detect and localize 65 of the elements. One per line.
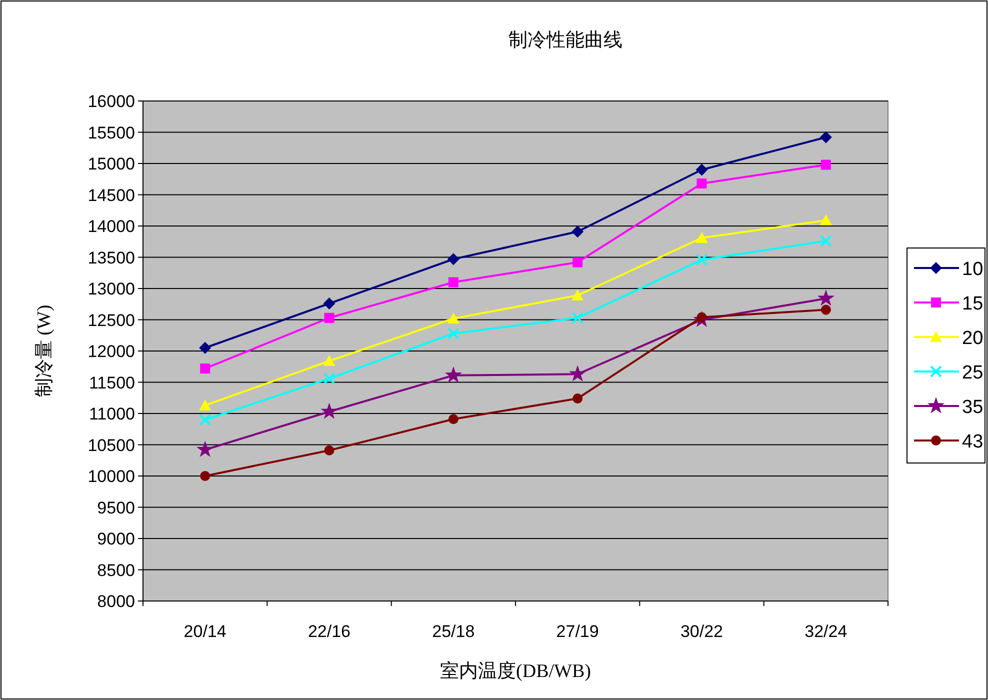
point xyxy=(572,394,583,404)
point xyxy=(572,226,584,238)
x-tick-label: 30/22 xyxy=(680,622,724,641)
y-tick-label: 11000 xyxy=(88,404,135,424)
legend-label: 35 xyxy=(962,397,984,418)
x-tick-label: 20/14 xyxy=(184,622,226,641)
point xyxy=(447,328,460,340)
point xyxy=(572,289,584,300)
point xyxy=(569,365,586,382)
chart-title: 制冷性能曲线 xyxy=(508,30,622,51)
point xyxy=(820,131,832,144)
x-tick-label: 25/18 xyxy=(432,622,475,641)
point xyxy=(323,355,336,366)
point xyxy=(323,372,336,384)
y-tick-label: 14500 xyxy=(88,186,135,205)
point xyxy=(696,178,707,188)
y-tick-label: 15000 xyxy=(88,154,135,174)
y-tick-label: 10000 xyxy=(88,467,135,486)
point xyxy=(320,402,338,419)
x-tick-label: 22/16 xyxy=(308,622,351,641)
point xyxy=(444,366,462,383)
point xyxy=(696,254,708,266)
point xyxy=(324,445,334,456)
y-tick-label: 15500 xyxy=(88,123,135,142)
point xyxy=(200,471,210,481)
y-tick-label: 13500 xyxy=(88,248,135,268)
point xyxy=(572,257,583,268)
y-tick-label: 12000 xyxy=(88,342,135,361)
y-tick-label: 11500 xyxy=(88,373,135,392)
legend-label: 10 xyxy=(962,259,984,280)
x-axis-title: 室内温度(DB/WB) xyxy=(440,660,591,682)
legend-label: 43 xyxy=(962,432,984,452)
point xyxy=(820,160,831,170)
legend-label: 15 xyxy=(962,294,984,314)
y-tick-label: 10500 xyxy=(88,436,135,455)
point xyxy=(820,304,831,315)
point xyxy=(199,342,212,354)
point xyxy=(820,214,832,226)
point xyxy=(199,414,212,426)
point xyxy=(324,312,334,323)
y-tick-label: 16000 xyxy=(88,92,135,111)
y-tick-label: 8500 xyxy=(97,560,135,580)
point xyxy=(696,164,708,176)
point xyxy=(447,253,460,266)
y-tick-label: 9000 xyxy=(97,530,135,548)
point xyxy=(820,235,832,247)
legend-label: 25 xyxy=(962,362,984,384)
y-tick-label: 12500 xyxy=(88,310,135,330)
point xyxy=(572,312,584,324)
legend-label: 20 xyxy=(962,328,984,349)
point xyxy=(323,298,336,310)
y-tick-label: 9500 xyxy=(97,498,135,518)
point xyxy=(696,232,708,243)
point xyxy=(200,364,210,374)
point xyxy=(199,399,212,410)
x-tick-label: 32/24 xyxy=(804,622,848,641)
point xyxy=(447,312,460,324)
point xyxy=(448,414,458,424)
y-axis-title: 制冷量 (W) xyxy=(34,304,55,398)
y-tick-label: 8000 xyxy=(97,592,135,611)
point xyxy=(448,277,458,288)
x-tick-label: 27/19 xyxy=(556,622,599,641)
y-tick-label: 13000 xyxy=(88,280,135,298)
point xyxy=(817,290,834,306)
y-tick-label: 14000 xyxy=(88,217,135,236)
